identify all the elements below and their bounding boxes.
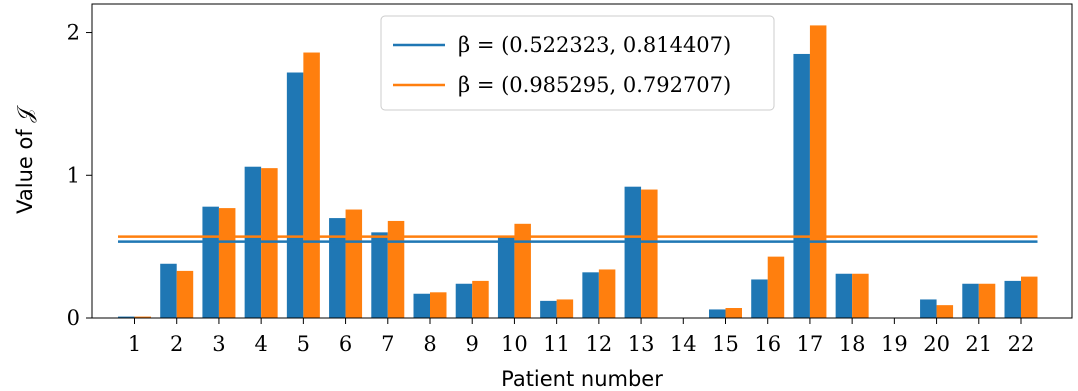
bar-series-1-patient-8 — [413, 293, 430, 318]
x-tick-label: 6 — [339, 332, 352, 356]
bar-series-2-patient-17 — [809, 25, 827, 318]
legend: β = (0.522323, 0.814407) β = (0.985295, … — [380, 15, 775, 111]
bar-series-2-patient-11 — [556, 299, 574, 318]
bar-series-1-patient-2 — [160, 263, 177, 318]
y-tick-label: 2 — [67, 21, 80, 45]
x-tick-label: 11 — [543, 332, 570, 356]
bar-series-2-patient-5 — [303, 52, 320, 318]
y-tick-label: 1 — [67, 163, 80, 187]
bar-series-2-patient-6 — [345, 209, 363, 318]
x-tick-label: 22 — [1008, 332, 1035, 356]
bar-series-2-patient-22 — [1021, 276, 1038, 318]
bar-series-1-patient-6 — [329, 218, 346, 318]
x-tick-label: 18 — [839, 332, 866, 356]
bar-series-2-patient-12 — [598, 269, 616, 318]
bar-series-1-patient-22 — [1004, 280, 1021, 318]
x-tick-label: 17 — [797, 332, 824, 356]
bar-series-2-patient-18 — [852, 273, 869, 318]
bar-series-1-patient-20 — [920, 299, 937, 318]
x-tick-label: 20 — [923, 332, 950, 356]
bar-series-2-patient-7 — [387, 220, 405, 318]
x-axis-label: Patient number — [501, 367, 663, 391]
y-axis-ticks: 0 1 2 — [67, 21, 92, 330]
bar-series-1-patient-5 — [286, 72, 304, 318]
axes-frame — [91, 3, 1073, 319]
bars-group — [118, 25, 1038, 318]
bar-series-2-patient-20 — [936, 305, 954, 318]
bar-series-2-patient-13 — [641, 189, 658, 318]
bar-series-2-patient-9 — [472, 280, 489, 318]
x-tick-label: 8 — [423, 332, 436, 356]
bar-series-2-patient-15 — [725, 308, 742, 318]
x-tick-label: 10 — [501, 332, 528, 356]
bar-series-1-patient-1 — [118, 316, 135, 318]
x-tick-label: 13 — [628, 332, 655, 356]
bar-series-1-patient-12 — [582, 272, 599, 318]
x-tick-label: 2 — [170, 332, 183, 356]
x-tick-label: 9 — [466, 332, 479, 356]
reference-lines-group — [118, 235, 1038, 243]
x-tick-label: 14 — [670, 332, 697, 356]
bar-series-1-patient-15 — [709, 309, 726, 318]
bar-series-2-patient-4 — [261, 168, 278, 318]
legend-label-series-2: β = (0.985295, 0.792707) — [458, 73, 731, 97]
bar-series-1-patient-10 — [497, 236, 515, 318]
bar-series-2-patient-21 — [978, 283, 996, 318]
bar-series-2-patient-3 — [218, 208, 236, 318]
x-tick-label: 12 — [585, 332, 612, 356]
x-tick-label: 19 — [881, 332, 908, 356]
bar-series-1-patient-18 — [835, 273, 853, 318]
x-tick-label: 15 — [712, 332, 739, 356]
bar-series-1-patient-16 — [751, 279, 768, 318]
bar-series-1-patient-3 — [202, 206, 219, 318]
bar-series-2-patient-8 — [430, 292, 447, 318]
bar-series-1-patient-7 — [371, 232, 388, 318]
bar-series-1-patient-21 — [962, 283, 979, 318]
bar-series-2-patient-10 — [514, 223, 531, 318]
bar-series-2-patient-1 — [134, 316, 151, 318]
x-tick-label: 7 — [381, 332, 394, 356]
x-tick-label: 21 — [965, 332, 992, 356]
bar-series-1-patient-13 — [624, 186, 642, 318]
y-axis-label: Value of 𝒥 — [13, 105, 37, 214]
bar-series-1-patient-11 — [540, 300, 557, 318]
x-tick-label: 4 — [254, 332, 267, 356]
x-tick-label: 5 — [297, 332, 310, 356]
bar-series-2-patient-16 — [767, 256, 785, 318]
bar-series-1-patient-9 — [455, 283, 473, 318]
legend-box — [380, 15, 775, 111]
y-tick-label: 0 — [67, 306, 80, 330]
bar-series-2-patient-2 — [176, 270, 194, 318]
legend-label-series-1: β = (0.522323, 0.814407) — [458, 33, 731, 57]
bar-series-1-patient-17 — [793, 53, 810, 318]
x-tick-label: 16 — [754, 332, 781, 356]
x-axis-ticks: 1 2 3 4 5 6 7 8 9 10 11 12 13 14 15 16 17 18 19 20 21 22 — [128, 318, 1035, 356]
x-tick-label: 3 — [212, 332, 225, 356]
x-tick-label: 1 — [128, 332, 141, 356]
